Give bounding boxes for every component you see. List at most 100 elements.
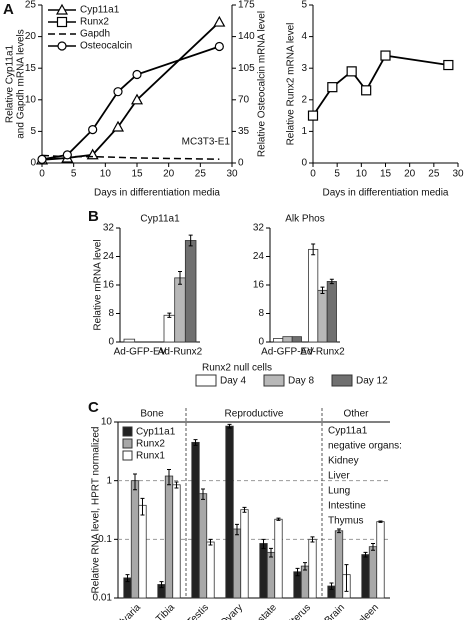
chart-title: Cyp11a1 [140, 214, 180, 225]
marker [55, 3, 69, 15]
note: Cyp11a1 [328, 426, 368, 437]
y-axis-label: Relative Runx2 mRNA level [286, 23, 297, 146]
note: Intestine [328, 501, 366, 512]
y-tick-label: 1 [106, 475, 112, 486]
y-tick-label: 4 [301, 31, 307, 42]
y-tick-label: 16 [253, 280, 265, 291]
note: Thymus [328, 516, 364, 527]
bar [232, 528, 242, 599]
marker [213, 15, 226, 27]
marker [62, 150, 72, 160]
error-bar [125, 574, 130, 583]
bar [123, 338, 136, 343]
marker [132, 69, 142, 80]
marker [88, 124, 98, 135]
y-tick-label: 1 [301, 126, 307, 137]
error-bar [133, 473, 137, 491]
y-tick-label: 0.01 [93, 593, 113, 604]
y-tick-label: 70 [238, 94, 250, 105]
panel-letter: A [3, 1, 14, 18]
x-tick-label: 0 [310, 169, 316, 180]
x-tick-label: 20 [163, 169, 175, 180]
error-bar [178, 270, 182, 285]
bar [163, 314, 176, 343]
marker [361, 85, 372, 96]
y-axis-label: and Gapdh mRNA levels [16, 29, 27, 139]
y-tick-label: 0 [238, 158, 244, 169]
legend-label: Runx2 [80, 17, 109, 28]
note: Liver [328, 471, 350, 482]
error-bar [295, 567, 300, 577]
legend-label: Cyp11a1 [80, 5, 120, 16]
legend-label: Osteocalcin [80, 41, 132, 52]
x-tick-label: Tibia [154, 602, 177, 620]
marker [346, 66, 357, 77]
bar [206, 541, 215, 599]
error-bar [311, 243, 316, 256]
marker [307, 110, 319, 121]
y-tick-label: 10 [25, 94, 37, 105]
x-tick-label: Calvaria [109, 602, 143, 620]
bar [198, 493, 208, 599]
series-line [41, 21, 220, 161]
marker [130, 93, 144, 105]
x-axis-label: Days in differentiation media [323, 188, 449, 199]
x-tick-label: 10 [100, 169, 112, 180]
y-tick-label: 5 [301, 0, 307, 11]
y-tick-label: 35 [238, 126, 250, 137]
error-bar [378, 520, 383, 523]
bar [291, 336, 302, 343]
marker [443, 59, 454, 71]
x-tick-label: Uterus [284, 602, 313, 620]
y-axis-label: Relative RNA level, HPRT normalized [91, 427, 102, 594]
x-tick-label: Ad-GFP-EV [261, 347, 314, 358]
y-tick-label: 10 [101, 417, 113, 428]
x-tick-label: 0 [39, 169, 45, 180]
error-bar [242, 506, 247, 513]
y-tick-label: 24 [103, 251, 115, 262]
x-axis-label: Days in differentiation media [94, 188, 220, 199]
bar [164, 475, 174, 599]
error-bar [320, 286, 325, 295]
error-bar [269, 547, 273, 558]
note: negative organs: [328, 441, 402, 452]
y-tick-label: 105 [238, 63, 255, 74]
bar [225, 425, 234, 599]
error-bar [261, 538, 266, 549]
x-tick-label: Ovary [218, 602, 245, 620]
error-bar [235, 523, 239, 536]
error-bar [329, 278, 334, 285]
note: Lung [328, 486, 350, 497]
bar [274, 518, 283, 599]
legend-swatch [331, 374, 353, 387]
bar [191, 441, 200, 599]
panel-letter: B [88, 208, 99, 225]
bar [130, 480, 140, 599]
y-tick-label: 20 [25, 31, 37, 42]
y-tick-label: 8 [108, 308, 114, 319]
y-tick-label: 3 [301, 63, 307, 74]
error-bar [188, 234, 193, 247]
x-tick-label: Ad-GFP-EV [114, 347, 167, 358]
bar [282, 336, 293, 343]
x-tick-label: 10 [356, 169, 368, 180]
bar [240, 509, 249, 599]
x-tick-label: Testis [185, 602, 211, 620]
bar [326, 281, 337, 343]
x-tick-label: Ad-Runx2 [300, 347, 345, 358]
y-tick-label: 32 [103, 223, 115, 234]
y-tick-label: 0 [108, 337, 114, 348]
y-tick-label: 0 [30, 158, 36, 169]
legend-label: Runx1 [136, 451, 165, 462]
note: Kidney [328, 456, 359, 467]
bar [259, 543, 268, 599]
error-bar [276, 517, 281, 521]
marker [56, 16, 68, 28]
legend-label: Cyp11a1 [136, 427, 176, 438]
error-bar [227, 423, 232, 429]
legend-swatch [195, 374, 217, 387]
y-axis-label: Relative mRNA level [93, 239, 104, 330]
error-bar [201, 488, 205, 500]
error-bar [344, 564, 349, 592]
marker [214, 41, 224, 52]
